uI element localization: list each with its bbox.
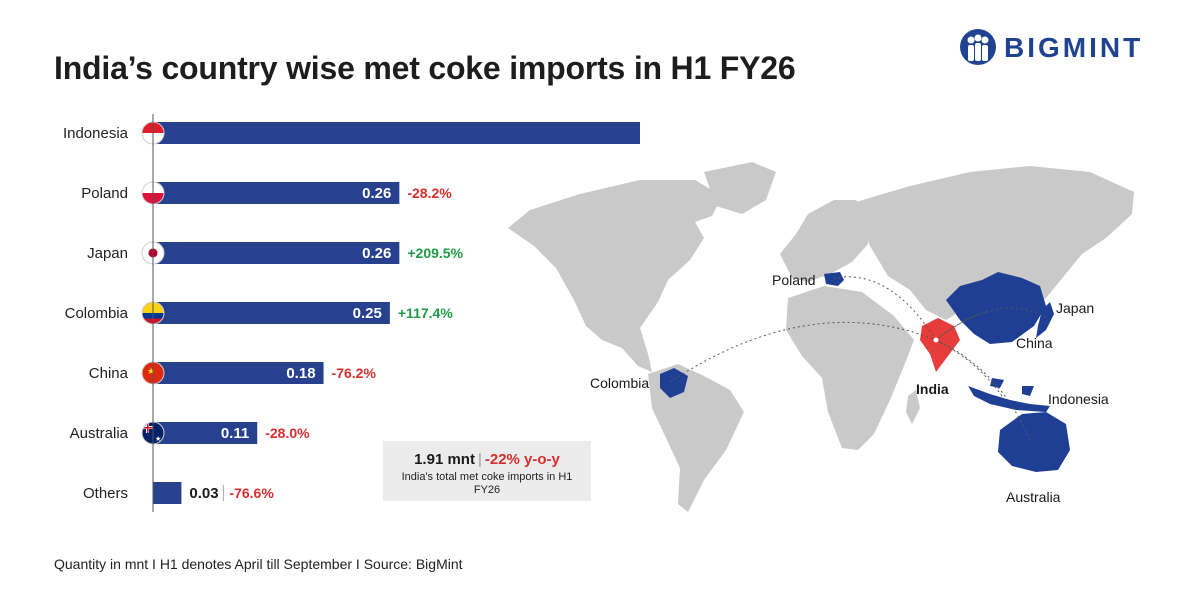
category-label-colombia: Colombia — [65, 305, 129, 322]
brand-name: BIGMINT — [1004, 32, 1144, 63]
china-shape — [946, 272, 1046, 344]
category-label-japan: Japan — [87, 245, 128, 262]
africa-shape — [786, 286, 914, 450]
route-japan-india — [935, 307, 1047, 341]
japan-shape — [1036, 302, 1054, 338]
bar-colombia — [153, 302, 390, 324]
yoy-change-poland: -28.2% — [407, 185, 452, 201]
chart-title: India’s country wise met coke imports in… — [54, 50, 796, 86]
category-label-australia: Australia — [70, 425, 129, 442]
bar-indonesia — [153, 122, 640, 144]
asia-shape — [856, 166, 1134, 320]
map-label-poland: Poland — [772, 272, 816, 288]
summary-separator: | — [477, 451, 482, 468]
route-australia-india — [935, 339, 1031, 441]
world-map: Poland Japan China India Colombia Indone… — [508, 162, 1134, 512]
south-america-shape — [648, 364, 744, 512]
category-label-others: Others — [83, 485, 128, 502]
bar-japan — [153, 242, 400, 264]
bar-chart: Indonesia0.82-4.4%Poland0.26-28.2%Japan0… — [63, 114, 640, 512]
poland-shape — [824, 272, 844, 286]
footer-note: Quantity in mnt I H1 denotes April till … — [54, 556, 463, 572]
total-value: 1.91 mnt — [414, 451, 475, 468]
category-label-indonesia: Indonesia — [63, 125, 129, 142]
category-label-china: China — [89, 365, 129, 382]
map-label-colombia: Colombia — [590, 375, 649, 391]
map-label-indonesia: Indonesia — [1048, 391, 1109, 407]
value-label-china: 0.18 — [286, 365, 315, 382]
trade-routes — [669, 276, 1047, 441]
total-imports-caption: India's total met coke imports in H1 FY2… — [401, 471, 573, 496]
bigmint-logo: BIGMINT — [958, 26, 1158, 70]
yoy-change-others: -76.6% — [229, 485, 274, 501]
indonesia-shape — [968, 378, 1050, 412]
yoy-change-australia: -28.0% — [265, 425, 310, 441]
bar-china — [153, 362, 324, 384]
yoy-change-china: -76.2% — [332, 365, 377, 381]
greenland-shape — [704, 162, 776, 214]
australia-shape — [998, 412, 1070, 472]
svg-text:★: ★ — [147, 366, 155, 376]
value-label-australia: 0.11 — [221, 425, 249, 442]
total-yoy-change: -22% y-o-y — [484, 451, 560, 468]
map-label-australia: Australia — [1006, 489, 1061, 505]
india-point — [932, 336, 940, 344]
value-label-japan: 0.26 — [362, 245, 391, 262]
map-label-china: China — [1016, 335, 1053, 351]
bar-australia — [153, 422, 258, 444]
total-imports-line: 1.91 mnt | -22% y-o-y — [383, 451, 591, 468]
map-label-india: India — [916, 381, 949, 397]
yoy-change-japan: +209.5% — [407, 245, 463, 261]
svg-text:★: ★ — [155, 435, 161, 443]
madagascar-shape — [906, 390, 920, 424]
bar-poland — [153, 182, 400, 204]
brand-icon — [960, 29, 996, 65]
colombia-shape — [660, 368, 688, 398]
bar-others — [153, 482, 182, 504]
yoy-change-colombia: +117.4% — [398, 305, 453, 321]
europe-shape — [780, 200, 870, 282]
map-label-japan: Japan — [1056, 300, 1094, 316]
category-label-poland: Poland — [81, 185, 128, 202]
route-colombia-india — [669, 321, 937, 383]
value-label-others: 0.03 — [189, 485, 218, 502]
value-label-colombia: 0.25 — [353, 305, 382, 322]
total-imports-box: 1.91 mnt | -22% y-o-y India's total met co… — [383, 441, 591, 501]
map-land — [508, 162, 1134, 512]
value-label-poland: 0.26 — [362, 185, 391, 202]
route-poland-india — [833, 276, 937, 341]
north-america-shape — [508, 180, 722, 372]
